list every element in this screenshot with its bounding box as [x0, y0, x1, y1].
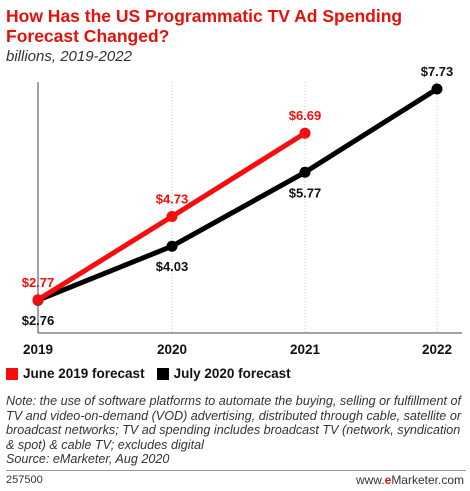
- note-text: Note: the use of software platforms to a…: [6, 394, 462, 452]
- data-label-1-2021: $5.77: [289, 185, 322, 200]
- brand-logo: www.eMarketer.com: [356, 473, 464, 487]
- point-0-2019: [32, 294, 44, 306]
- legend-swatch-july-2020: [156, 367, 169, 380]
- legend-swatch-june-2019: [6, 367, 18, 380]
- series-line-1: [35, 86, 440, 303]
- x-tick-label-2022: 2022: [422, 342, 452, 357]
- point-1-2022: [431, 83, 443, 95]
- brand-e: e: [384, 473, 392, 487]
- legend-item-july-2020: July 2020 forecast: [156, 366, 291, 381]
- point-0-2021: [299, 127, 311, 139]
- chart-note: Note: the use of software platforms to a…: [6, 394, 466, 467]
- legend-item-june-2019: June 2019 forecast: [6, 366, 145, 381]
- chart-id: 257500: [6, 474, 43, 486]
- legend-label-july-2020: July 2020 forecast: [173, 366, 291, 381]
- data-label-0-2020: $4.73: [156, 191, 189, 206]
- data-label-0-2019: $2.77: [22, 275, 55, 290]
- chart-title: How Has the US Programmatic TV Ad Spendi…: [6, 6, 403, 46]
- point-1-2020: [166, 240, 178, 252]
- data-label-1-2022: $7.73: [421, 64, 454, 79]
- data-label-1-2019: $2.76: [22, 313, 55, 328]
- x-tick-label-2019: 2019: [23, 342, 53, 357]
- brand-rest: Marketer.com: [391, 473, 464, 487]
- legend: June 2019 forecast July 2020 forecast: [6, 366, 303, 381]
- x-tick-label-2020: 2020: [157, 342, 187, 357]
- line-chart: 2019 2020 2021 2022 $2.77 $4.73 $6.69 $2.76 $4.0…: [22, 64, 462, 357]
- point-0-2020: [166, 210, 178, 222]
- brand-prefix: www.: [355, 473, 385, 487]
- footer-divider: [6, 470, 466, 471]
- point-1-2021: [299, 166, 311, 178]
- data-label-1-2020: $4.03: [156, 259, 189, 274]
- data-label-0-2021: $6.69: [289, 108, 322, 123]
- source-text: Source: eMarketer, Aug 2020: [6, 452, 170, 467]
- x-tick-label-2021: 2021: [290, 342, 321, 357]
- chart-subtitle: billions, 2019-2022: [6, 48, 132, 65]
- legend-label-june-2019: June 2019 forecast: [23, 366, 145, 381]
